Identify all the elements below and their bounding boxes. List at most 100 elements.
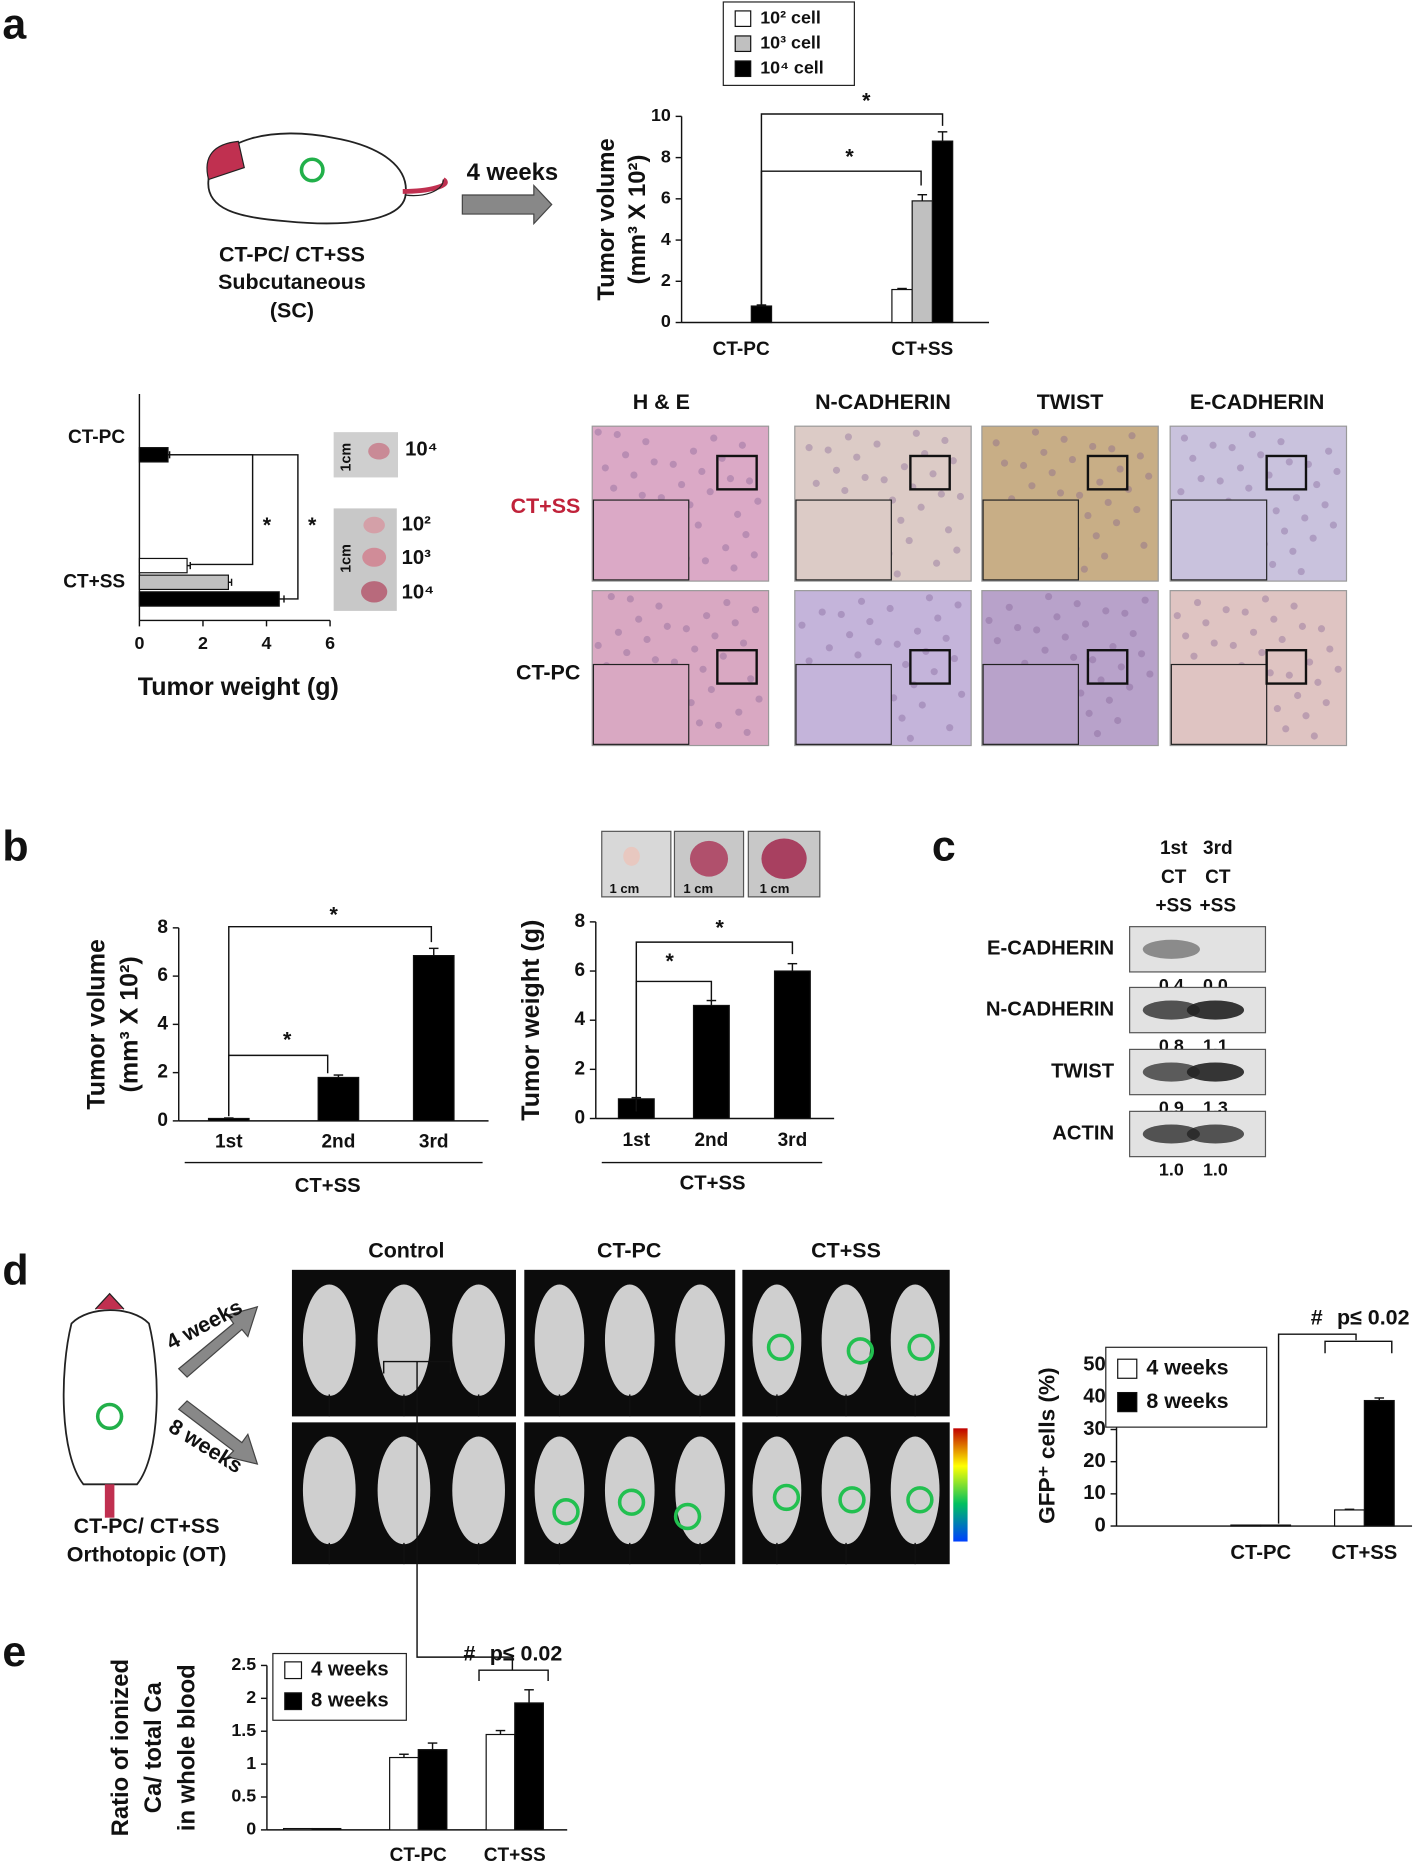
cell [900,463,908,471]
error-bar [787,962,798,972]
cell [1193,598,1202,607]
mouse [675,1436,725,1545]
x-tick-label: 6 [325,633,335,653]
cell [934,614,942,622]
mouse [604,1284,655,1396]
cell [1114,716,1122,725]
mouse-illustration [206,132,448,225]
band [1142,939,1200,959]
cell [837,610,845,619]
arrow [177,1400,259,1465]
cell [655,602,663,610]
cell [1317,625,1326,633]
cell [719,652,727,660]
cell [905,537,913,545]
caption: Orthotopic (OT) [67,1542,227,1566]
y-tick-label: 8 [574,911,585,932]
cell [754,497,762,505]
y-tick-label: 50 [1083,1354,1106,1376]
cell [694,521,702,529]
x-tick-label: CT-PC [713,339,770,360]
cell [1245,484,1253,492]
cell [630,471,638,479]
cell [898,714,906,722]
roi-box [909,649,951,685]
cell [1273,705,1281,713]
cell [1045,593,1053,601]
panel-label: d [2,1247,28,1295]
y-tick-label: 0 [661,311,671,331]
bar [207,1117,250,1122]
x-tick-label: CT-PC [1230,1542,1291,1564]
cell [738,441,746,449]
mouse [377,1284,431,1396]
panel-label: a [2,0,27,48]
row-label: CT-PC [516,661,580,685]
color-bar [953,1428,968,1542]
cell [711,632,719,640]
legend-swatch [1117,1358,1138,1379]
cell [825,644,833,652]
y-tick-label: 20 [1083,1450,1106,1472]
annotation: * [666,949,675,973]
cell [1197,475,1205,483]
band [1142,1062,1200,1082]
scale-label: 1 cm [760,881,790,896]
cell [1236,464,1245,472]
cell [1290,602,1298,610]
y-axis-title: Tumor volume [593,138,620,300]
panel-label: b [2,823,28,871]
cell [918,701,926,709]
bar [138,591,280,607]
photo-label: 10² [402,513,432,535]
cell [707,685,715,694]
cell [1222,606,1230,614]
cell [1092,532,1100,540]
cell [1116,465,1124,473]
legend-label: 4 weeks [311,1659,389,1681]
caption: (SC) [270,298,314,322]
cell [755,695,763,703]
y-tick-label: CT+SS [63,571,125,592]
cell [682,625,690,633]
x-tick-label: 4 [262,633,272,653]
cell [1285,671,1293,679]
mouse [302,1436,356,1545]
annotation: * [862,89,871,113]
cell [1096,478,1104,486]
cell [669,460,677,468]
photo-label: 10⁴ [402,581,435,603]
scale-label: 1cm [339,544,355,573]
annotation: * [263,513,272,537]
cell [1297,567,1305,576]
cell [607,593,615,601]
cell [623,649,631,657]
significance-bracket [478,1669,549,1681]
cell [937,490,945,498]
cell [1272,507,1280,515]
cell [638,491,646,499]
cell [1314,678,1322,686]
tumor [761,838,807,879]
tumor [361,581,388,603]
column-label: CT+SS [811,1239,881,1263]
x-tick-label: 2nd [694,1130,728,1151]
cell [743,728,751,737]
cell [594,428,602,436]
annotation: * [329,903,338,927]
cell [1121,609,1129,617]
cell [1326,645,1334,653]
gfp-ring [846,1337,875,1365]
scale-label: 1 cm [609,881,639,896]
y-axis-title: Tumor volume [82,939,110,1110]
cell [854,651,862,659]
x-axis-title: CT+SS [295,1175,361,1197]
bar [692,1004,730,1120]
cell [695,719,704,727]
cell [1241,608,1249,616]
cell [1061,633,1069,641]
y-tick-label: 0 [157,1110,168,1131]
legend-swatch [1117,1391,1138,1413]
cell [880,476,888,484]
